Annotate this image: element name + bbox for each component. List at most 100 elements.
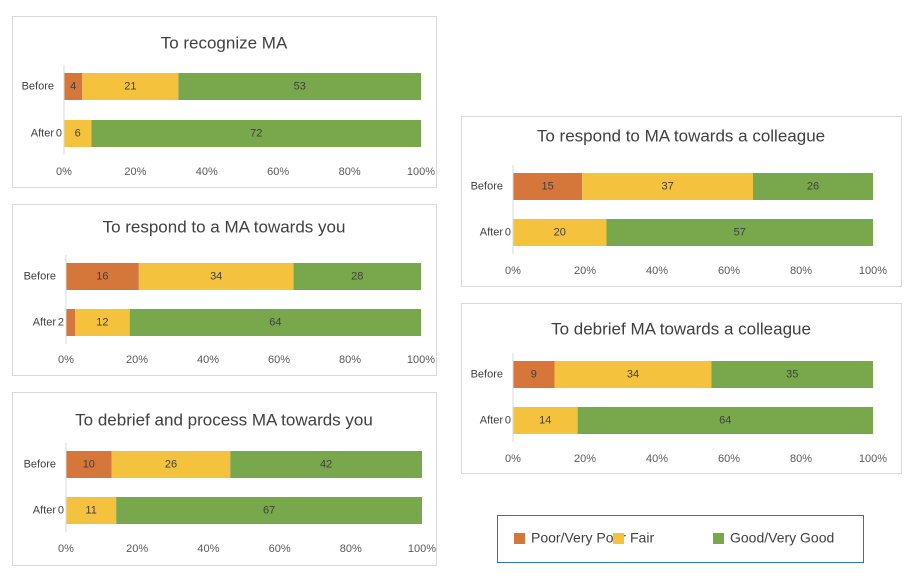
x-tick-label: 80%	[339, 354, 361, 366]
x-tick-label: 40%	[197, 543, 219, 555]
x-tick-label: 20%	[574, 265, 596, 277]
x-tick-label: 100%	[407, 166, 435, 178]
chart-title: To respond to a MA towards you	[103, 217, 346, 236]
value-label: 34	[210, 270, 222, 282]
x-tick-label: 60%	[268, 354, 290, 366]
x-tick-label: 40%	[646, 265, 668, 277]
bar-segment	[64, 120, 92, 147]
panel	[461, 116, 902, 287]
x-tick-label: 100%	[859, 453, 887, 465]
bar-segment	[230, 451, 422, 478]
x-tick-label: 100%	[859, 265, 887, 277]
bar-segment	[66, 451, 112, 478]
value-label: 0	[58, 504, 64, 516]
bar-segment	[129, 309, 421, 336]
value-label: 67	[263, 504, 275, 516]
bar-segment	[116, 497, 422, 524]
value-label: 10	[83, 458, 95, 470]
x-tick-label: 0%	[58, 543, 74, 555]
value-label: 21	[124, 80, 136, 92]
legend-label: Good/Very Good	[730, 530, 834, 546]
x-tick-label: 0%	[505, 265, 521, 277]
category-label: Before	[22, 80, 54, 92]
x-tick-label: 80%	[790, 265, 812, 277]
value-label: 12	[96, 316, 108, 328]
bar-segment	[111, 451, 231, 478]
x-tick-label: 40%	[197, 354, 219, 366]
bar-segment	[178, 73, 421, 100]
value-label: 0	[56, 127, 62, 139]
x-tick-label: 20%	[124, 166, 146, 178]
category-label: After	[480, 226, 504, 238]
value-label: 20	[554, 226, 566, 238]
x-tick-label: 80%	[339, 166, 361, 178]
value-label: 34	[627, 368, 639, 380]
bar-segment	[711, 361, 873, 388]
x-tick-label: 60%	[269, 543, 291, 555]
bar-segment	[606, 219, 873, 246]
panel	[12, 16, 437, 188]
value-label: 37	[661, 180, 673, 192]
panel	[461, 303, 902, 474]
legend-swatch	[613, 533, 624, 544]
x-tick-label: 0%	[56, 166, 72, 178]
bar-segment	[293, 263, 421, 290]
value-label: 0	[505, 226, 511, 238]
x-tick-label: 80%	[790, 453, 812, 465]
x-tick-label: 20%	[126, 354, 148, 366]
panel	[12, 392, 437, 566]
x-tick-label: 60%	[718, 453, 740, 465]
bar-segment	[138, 263, 294, 290]
x-tick-label: 20%	[126, 543, 148, 555]
x-tick-label: 20%	[574, 453, 596, 465]
value-label: 0	[505, 414, 511, 426]
bar-segment	[577, 407, 873, 434]
value-label: 35	[786, 368, 798, 380]
legend-swatch	[514, 533, 525, 544]
bar-segment	[66, 497, 117, 524]
category-label: After	[31, 127, 55, 139]
legend-label: Fair	[630, 530, 654, 546]
bar-segment	[582, 173, 753, 200]
chart-title: To debrief MA towards a colleague	[551, 319, 811, 338]
value-label: 26	[807, 180, 819, 192]
x-tick-label: 80%	[340, 543, 362, 555]
bar-segment	[513, 219, 607, 246]
value-label: 42	[320, 458, 332, 470]
category-label: After	[480, 414, 504, 426]
bar-segment	[513, 407, 578, 434]
x-tick-label: 60%	[267, 166, 289, 178]
x-tick-label: 100%	[408, 543, 436, 555]
category-label: After	[33, 316, 57, 328]
value-label: 14	[539, 414, 551, 426]
legend-box	[497, 515, 864, 563]
value-label: 57	[734, 226, 746, 238]
bar-segment	[75, 309, 130, 336]
legend-swatch	[713, 533, 724, 544]
category-label: Before	[24, 458, 56, 470]
chart-title: To debrief and process MA towards you	[75, 410, 373, 429]
bar-segment	[753, 173, 873, 200]
bar-segment	[91, 120, 421, 147]
value-label: 2	[58, 316, 64, 328]
category-label: Before	[471, 180, 503, 192]
value-label: 16	[96, 270, 108, 282]
bar-segment	[66, 263, 139, 290]
bar-segment	[64, 73, 83, 100]
category-label: Before	[24, 270, 56, 282]
legend-label: Poor/Very Poor	[531, 530, 626, 546]
x-tick-label: 100%	[407, 354, 435, 366]
bar-segment	[513, 361, 555, 388]
value-label: 11	[85, 504, 96, 516]
value-label: 72	[250, 127, 262, 139]
x-tick-label: 60%	[718, 265, 740, 277]
value-label: 53	[294, 80, 306, 92]
bar-segment	[82, 73, 179, 100]
value-label: 15	[541, 180, 553, 192]
value-label: 64	[269, 316, 281, 328]
value-label: 4	[70, 80, 76, 92]
category-label: Before	[471, 368, 503, 380]
bar-segment	[66, 309, 76, 336]
value-label: 28	[351, 270, 363, 282]
